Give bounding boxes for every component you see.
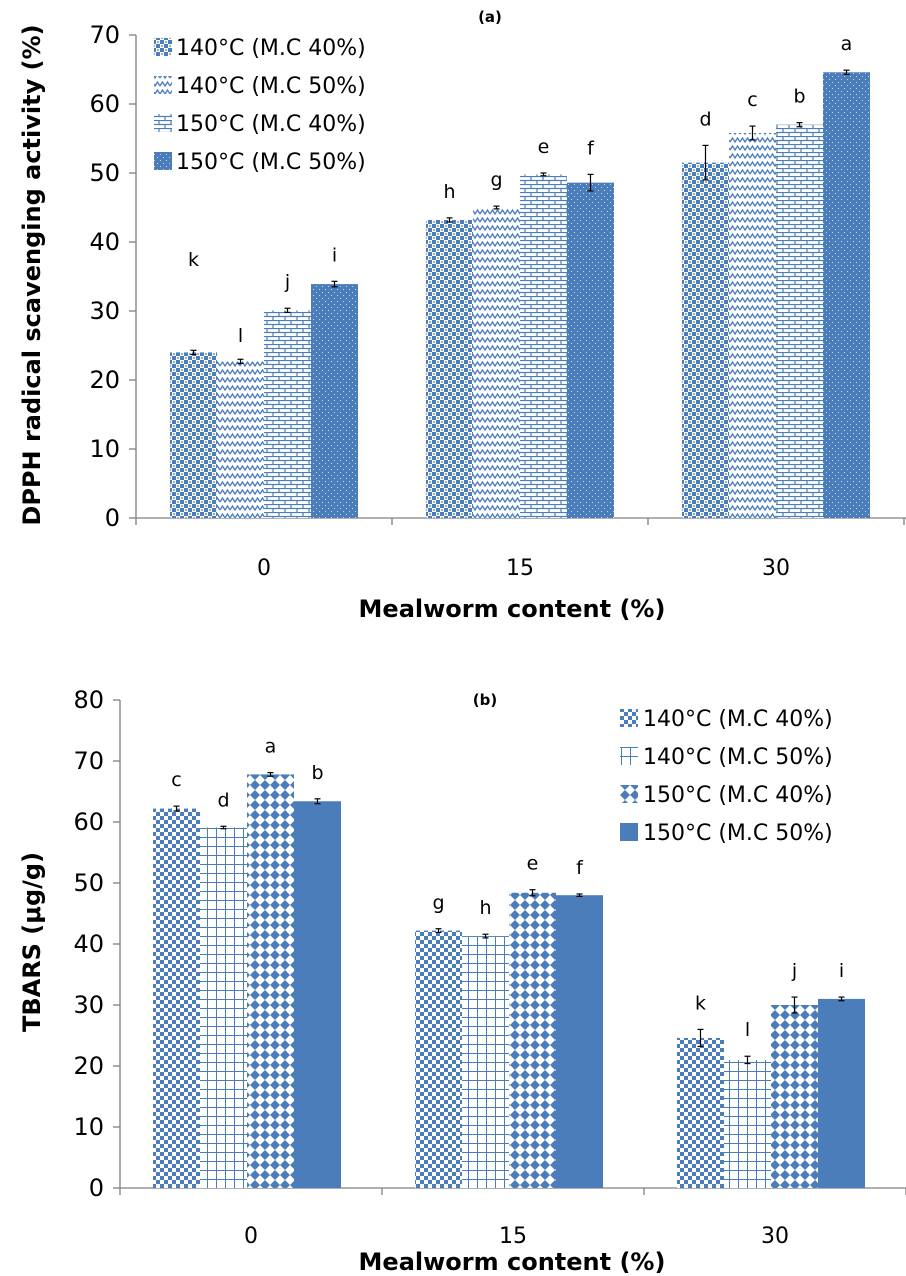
bar (415, 930, 462, 1188)
x-tick-label: 15 (506, 556, 534, 581)
significance-letter: h (443, 181, 455, 203)
y-tick-label: 10 (89, 435, 120, 463)
bar (426, 219, 473, 519)
significance-letter: j (791, 960, 797, 982)
x-tick-label: 30 (762, 556, 790, 581)
legend-label: 150°C (M.C 50%) (643, 821, 833, 846)
bar (520, 174, 567, 518)
x-tick-label: 0 (244, 1224, 258, 1249)
legend-swatch (154, 152, 172, 170)
x-axis-title: Mealworm content (%) (359, 1248, 666, 1276)
significance-letter: h (479, 897, 491, 919)
significance-letter: l (238, 325, 243, 347)
legend-swatch (154, 114, 172, 132)
bar (677, 1037, 724, 1188)
bar (473, 207, 520, 518)
significance-letter: a (265, 736, 277, 758)
y-tick-label: 70 (73, 747, 104, 775)
y-tick-label: 50 (73, 869, 104, 897)
significance-letter: i (839, 960, 844, 982)
y-tick-label: 30 (89, 297, 120, 325)
bar (682, 162, 729, 518)
significance-letter: d (217, 789, 229, 811)
bar (776, 124, 823, 518)
y-tick-label: 10 (73, 1113, 104, 1141)
y-axis-title: TBARS (μg/g) (18, 852, 46, 1032)
significance-letter: l (745, 1019, 750, 1041)
y-tick-label: 60 (89, 90, 120, 118)
bar (818, 998, 865, 1188)
significance-letter: g (432, 892, 444, 914)
y-tick-label: 40 (89, 228, 120, 256)
significance-letter: f (587, 137, 595, 159)
y-tick-label: 70 (89, 21, 120, 49)
significance-letter: f (576, 857, 584, 879)
significance-letter: g (490, 169, 502, 191)
chart-a: 0 10 20 30 40 50 60 70 0 15 30 k h d l g c j e b i f a 140°C (M… (18, 8, 906, 623)
bar (247, 774, 294, 1188)
bar (567, 182, 614, 518)
bar (823, 72, 870, 518)
y-tick-label: 50 (89, 159, 120, 187)
bar (153, 808, 200, 1188)
legend-swatch (154, 38, 172, 56)
y-axis-title: DPPH radical scavenging activity (%) (18, 24, 46, 525)
significance-letter: k (188, 249, 199, 271)
significance-letter: k (695, 992, 706, 1014)
significance-letter: c (747, 89, 757, 111)
legend-label: 140°C (M.C 40%) (643, 707, 833, 732)
significance-letter: e (538, 136, 550, 158)
legend-swatch (620, 785, 638, 803)
legend-swatch (620, 823, 638, 841)
legend-label: 150°C (M.C 50%) (176, 150, 366, 175)
bar (311, 284, 358, 518)
significance-letter: a (841, 33, 853, 55)
bar (729, 132, 776, 519)
significance-letter: b (793, 86, 805, 108)
x-tick-label: 30 (761, 1224, 789, 1249)
y-tick-label: 20 (89, 366, 120, 394)
bar (217, 361, 264, 518)
y-tick-label: 20 (73, 1052, 104, 1080)
bar (509, 892, 556, 1188)
legend-label: 140°C (M.C 50%) (176, 74, 366, 99)
y-tick-label: 60 (73, 808, 104, 836)
bar (200, 827, 247, 1188)
x-axis-title: Mealworm content (%) (359, 595, 666, 623)
y-tick-label: 30 (73, 991, 104, 1019)
significance-letter: i (332, 244, 337, 266)
legend-swatch (620, 709, 638, 727)
y-tick-label: 80 (73, 686, 104, 714)
bar (170, 352, 217, 518)
significance-letter: d (699, 108, 711, 130)
legend-label: 140°C (M.C 40%) (176, 36, 366, 61)
y-tick-label: 0 (105, 504, 120, 532)
legend-swatch (154, 76, 172, 94)
bar (724, 1059, 771, 1188)
legend-label: 150°C (M.C 40%) (643, 783, 833, 808)
chart-title: (a) (478, 8, 502, 26)
significance-letter: b (311, 762, 323, 784)
significance-letter: c (171, 769, 181, 791)
chart-b: 0 10 20 30 40 50 60 70 80 0 15 30 c g k d h l a e j b f i 140°C … (18, 686, 906, 1276)
bar (264, 310, 311, 518)
bar (294, 801, 341, 1188)
x-tick-label: 15 (499, 1224, 527, 1249)
y-tick-label: 40 (73, 930, 104, 958)
legend-swatch (620, 747, 638, 765)
chart-title: (b) (473, 691, 497, 709)
x-tick-label: 0 (257, 556, 271, 581)
y-tick-label: 0 (89, 1174, 104, 1202)
legend-label: 140°C (M.C 50%) (643, 745, 833, 770)
bar (556, 895, 603, 1188)
significance-letter: e (527, 853, 539, 875)
significance-letter: j (284, 271, 290, 293)
legend-label: 150°C (M.C 40%) (176, 112, 366, 137)
bar (462, 936, 509, 1188)
bar (771, 1005, 818, 1188)
